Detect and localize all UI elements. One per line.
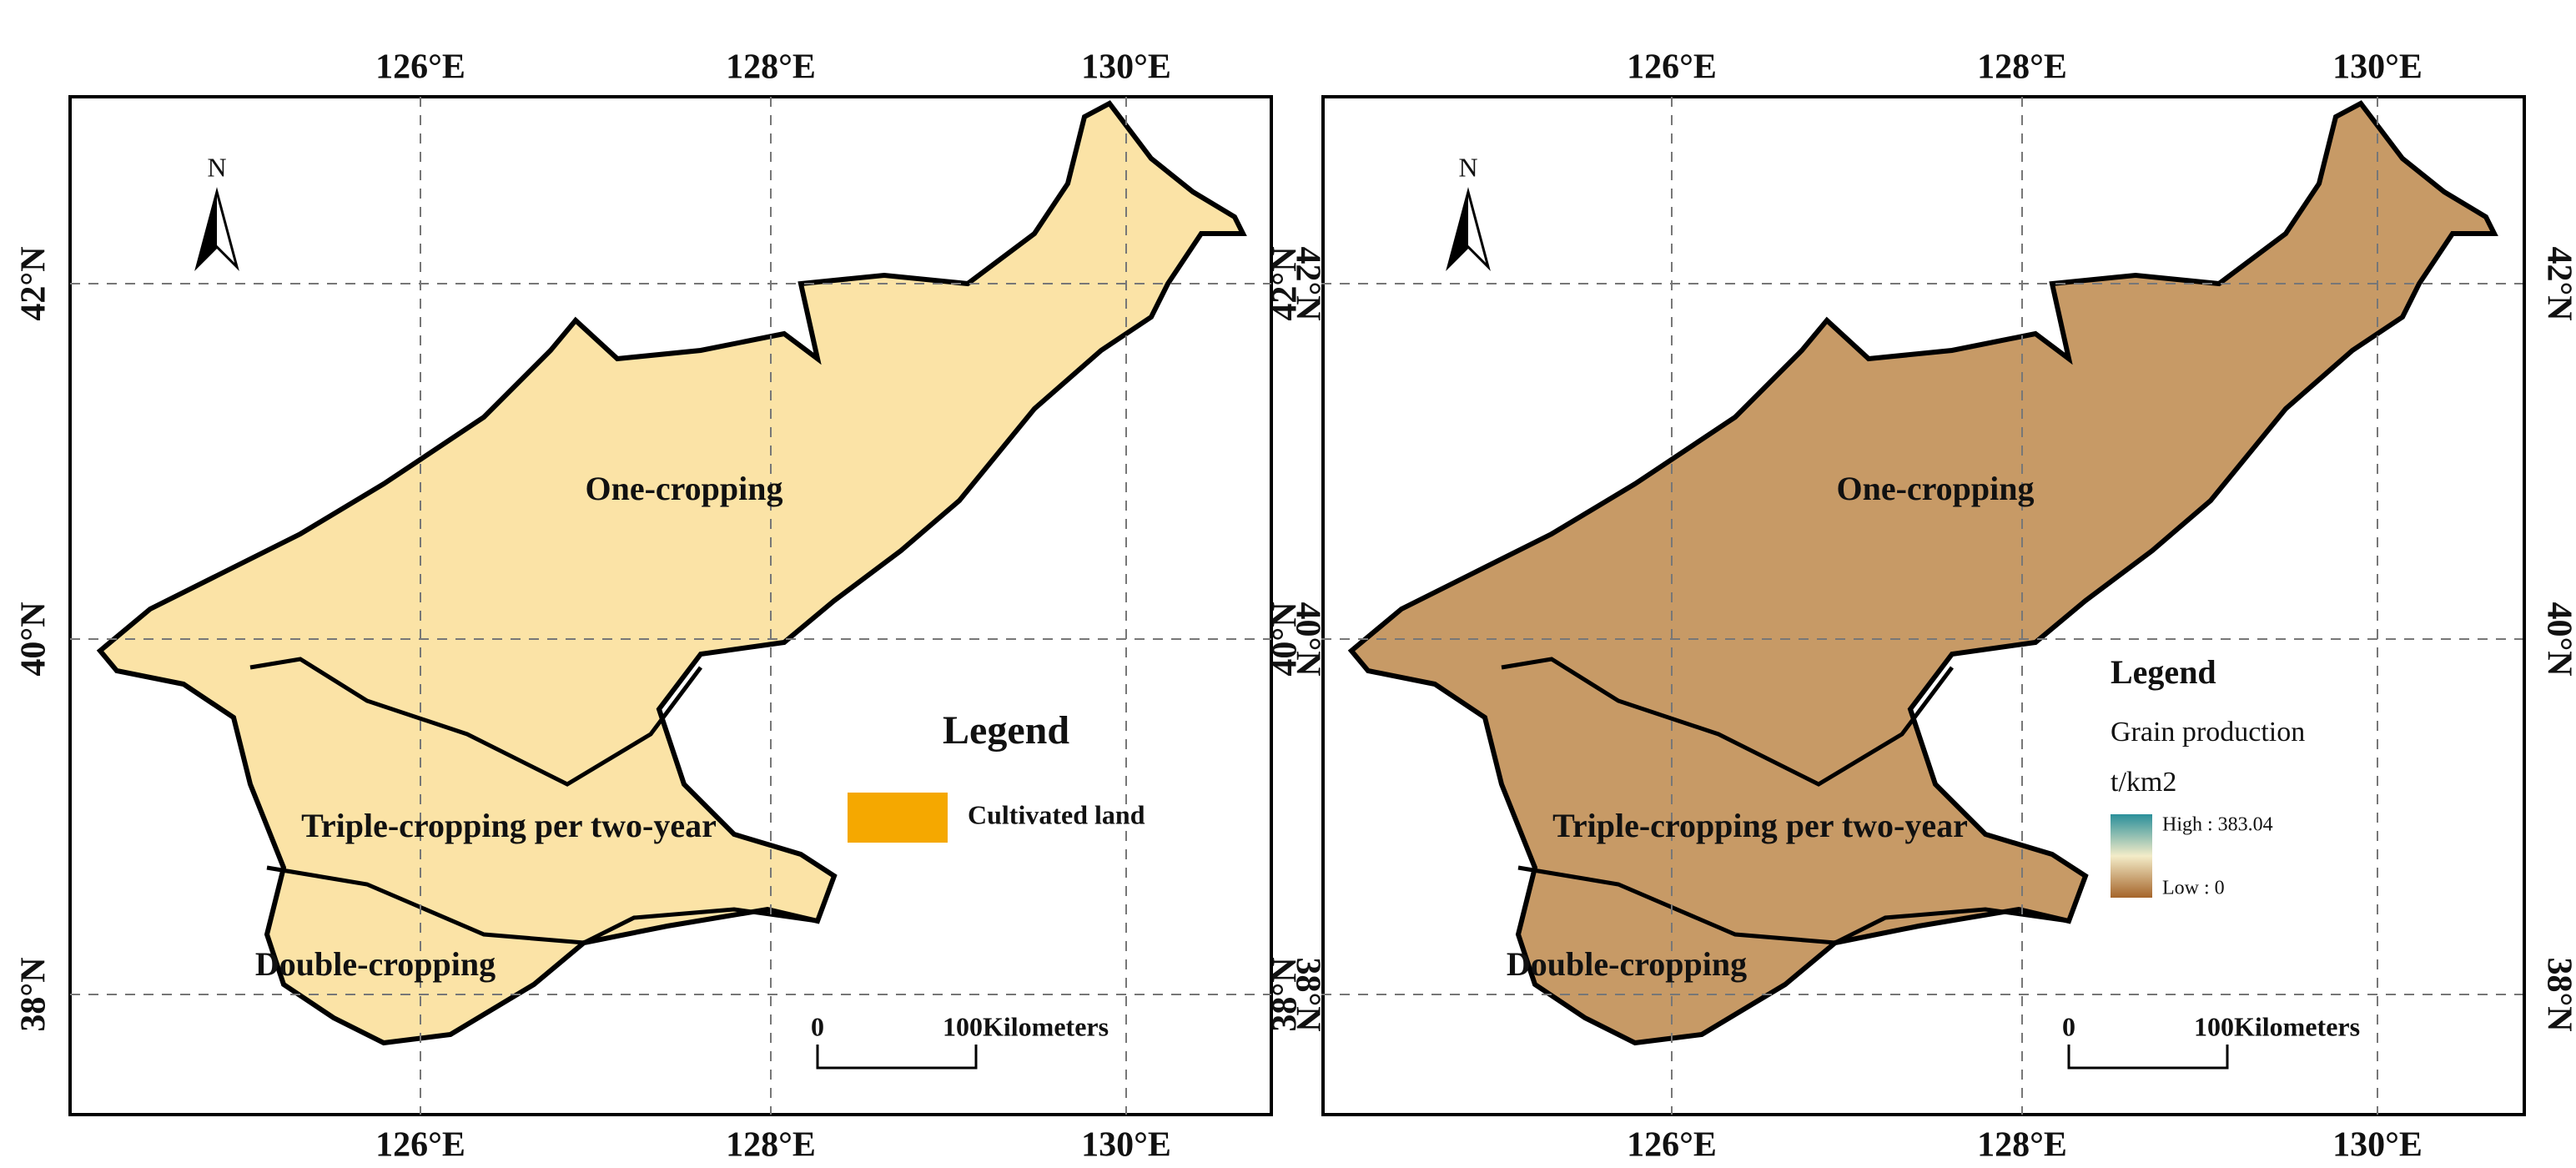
legend-item: Grain production bbox=[2111, 717, 2305, 748]
region-label: Double-cropping bbox=[255, 945, 496, 983]
lon-label: 128°E bbox=[726, 48, 816, 87]
region-label: Triple-cropping per two-year bbox=[1552, 807, 1968, 844]
zone-boundary bbox=[1501, 657, 1954, 787]
scale-bar bbox=[2067, 1045, 2229, 1070]
lon-label: 130°E bbox=[1081, 48, 1171, 87]
scale-label: 100 bbox=[2194, 1011, 2234, 1041]
region-label: Triple-cropping per two-year bbox=[301, 807, 717, 844]
lat-label: 38°N bbox=[15, 957, 53, 1031]
lon-label: 128°E bbox=[1977, 1126, 2067, 1165]
lon-label: 130°E bbox=[2332, 48, 2423, 87]
legend-gradient bbox=[2111, 814, 2152, 898]
lat-label: 42°N bbox=[15, 246, 53, 320]
scale-label: 0 bbox=[811, 1011, 824, 1041]
north-arrow bbox=[197, 192, 217, 267]
north-label: N bbox=[207, 152, 226, 182]
lat-label: 40°N bbox=[2539, 602, 2576, 676]
country-outline bbox=[1351, 103, 2494, 1043]
lat-label: 38°N bbox=[1288, 957, 1326, 1031]
north-label: N bbox=[1458, 152, 1477, 182]
map-frame bbox=[68, 95, 1273, 1116]
scale-label: 100 bbox=[943, 1011, 983, 1041]
lon-label: 130°E bbox=[2332, 1126, 2423, 1165]
legend-swatch bbox=[848, 793, 948, 843]
scale-label: 0 bbox=[2062, 1011, 2075, 1041]
zone-boundary bbox=[1517, 865, 2070, 945]
lon-label: 128°E bbox=[726, 1126, 816, 1165]
lat-label: 38°N bbox=[2539, 957, 2576, 1031]
legend-title: Legend bbox=[943, 708, 1069, 753]
zone-boundary bbox=[249, 657, 702, 787]
region-label: Double-cropping bbox=[1507, 945, 1747, 983]
lat-label: 38°N bbox=[1266, 957, 1305, 1031]
lon-label: 126°E bbox=[1627, 1126, 1717, 1165]
map-frame bbox=[1321, 95, 2526, 1116]
lon-label: 126°E bbox=[375, 1126, 465, 1165]
north-arrow bbox=[1448, 192, 1468, 267]
scale-unit: Kilometers bbox=[2234, 1011, 2360, 1041]
scale-bar bbox=[816, 1045, 978, 1070]
region-label: One-cropping bbox=[585, 470, 782, 507]
scale-unit: Kilometers bbox=[983, 1011, 1109, 1041]
lat-label: 42°N bbox=[2539, 246, 2576, 320]
country-outline bbox=[100, 103, 1243, 1043]
region-label: One-cropping bbox=[1836, 470, 2034, 507]
panel-left bbox=[68, 95, 1273, 1116]
lon-label: 126°E bbox=[375, 48, 465, 87]
legend-item: Cultivated land bbox=[968, 799, 1145, 829]
lon-label: 128°E bbox=[1977, 48, 2067, 87]
legend-item: Low : 0 bbox=[2162, 878, 2225, 899]
lon-label: 126°E bbox=[1627, 48, 1717, 87]
lat-label: 40°N bbox=[1288, 602, 1326, 676]
lat-label: 42°N bbox=[1266, 246, 1305, 320]
panel-right bbox=[1321, 95, 2526, 1116]
legend-item: High : 383.04 bbox=[2162, 814, 2273, 836]
lon-label: 130°E bbox=[1081, 1126, 1171, 1165]
lat-label: 40°N bbox=[1266, 602, 1305, 676]
legend-item: t/km2 bbox=[2111, 767, 2176, 798]
lat-label: 42°N bbox=[1288, 246, 1326, 320]
lat-label: 40°N bbox=[15, 602, 53, 676]
zone-boundary bbox=[266, 865, 818, 945]
legend-title: Legend bbox=[2111, 653, 2216, 691]
